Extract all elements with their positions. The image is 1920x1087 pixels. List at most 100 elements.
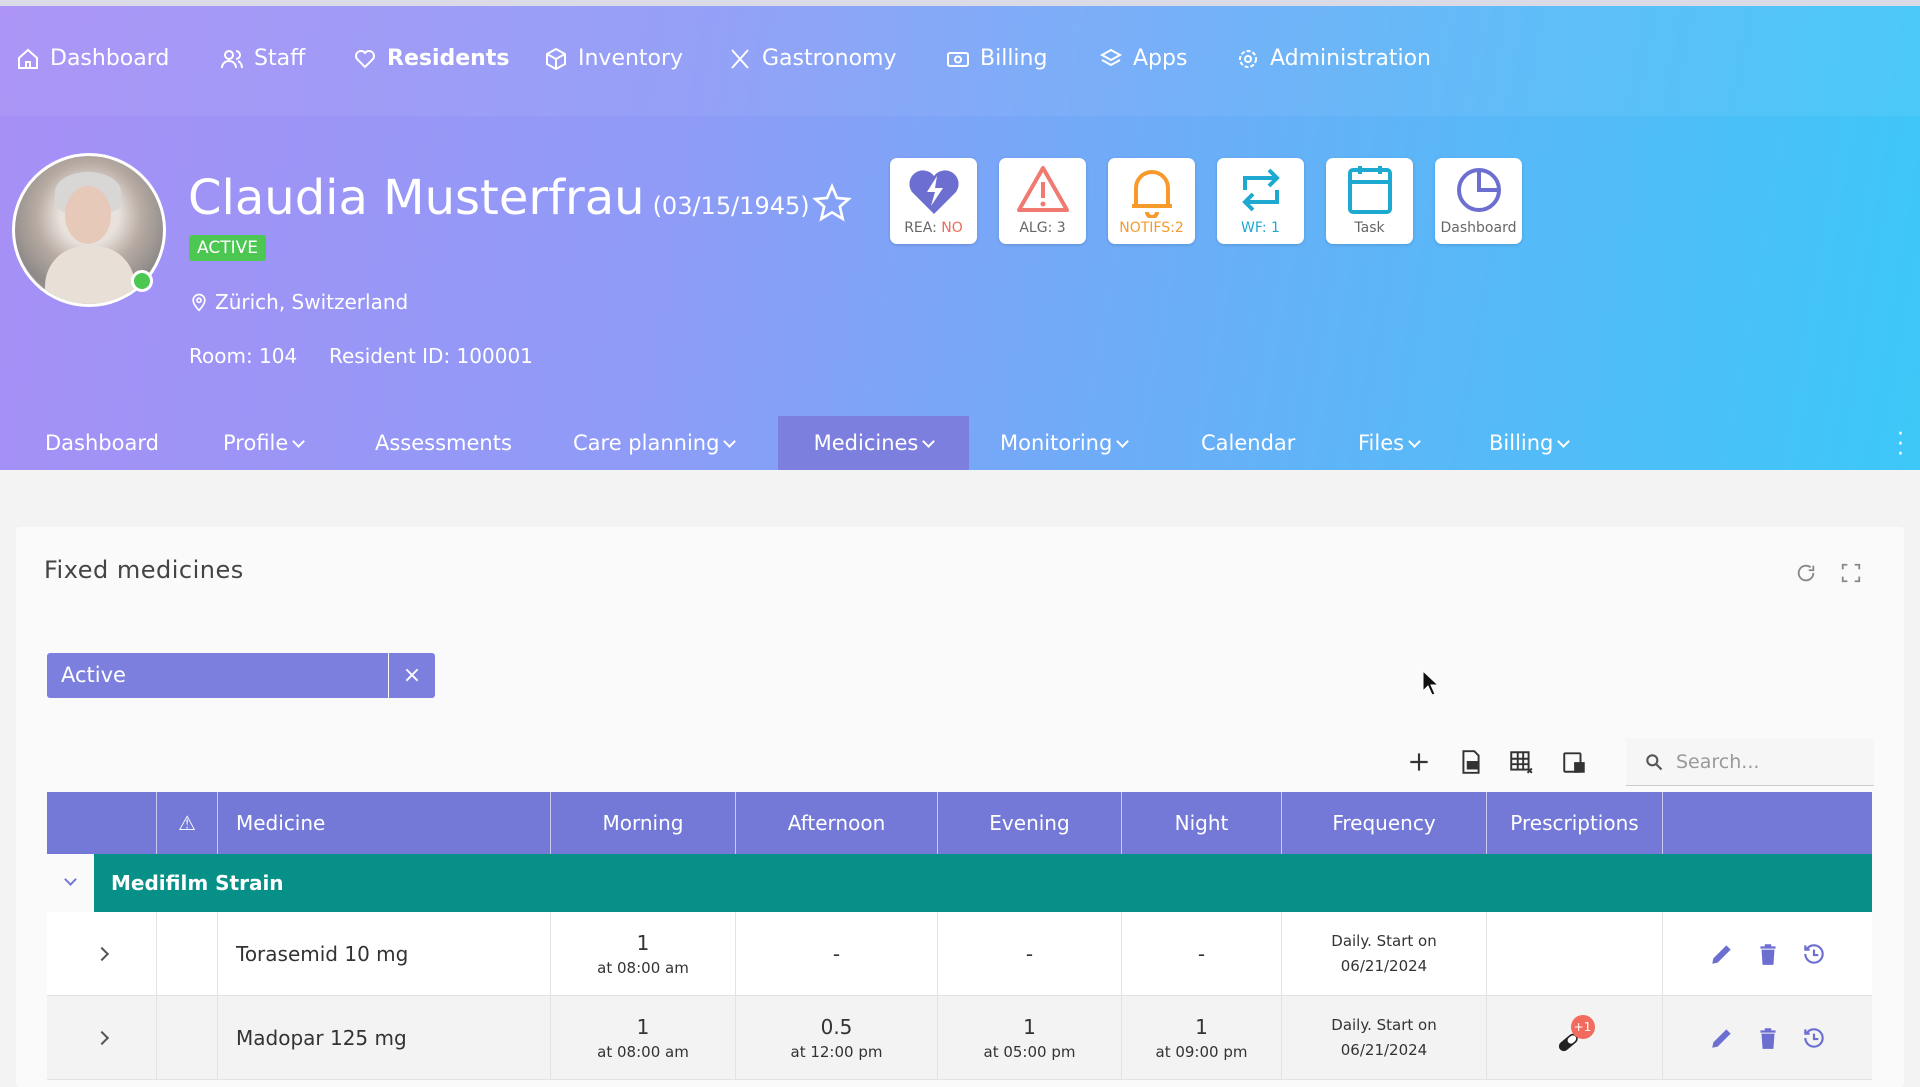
morning-cell: 1 at 08:00 am xyxy=(551,912,736,996)
nav-staff[interactable]: Staff xyxy=(220,46,305,71)
layers-icon xyxy=(1099,48,1123,66)
expand-row-icon[interactable] xyxy=(47,996,157,1080)
dose: 1 xyxy=(636,931,650,955)
col-expand xyxy=(47,792,157,854)
top-strip xyxy=(0,0,1920,6)
nav-residents[interactable]: Residents xyxy=(353,46,509,71)
delete-icon[interactable] xyxy=(1755,941,1781,967)
alert-cell xyxy=(157,912,218,996)
allergies-label: ALG: 3 xyxy=(1019,220,1066,236)
col-night[interactable]: Night xyxy=(1122,792,1282,854)
warning-icon xyxy=(1016,166,1069,212)
chevron-down-icon xyxy=(1557,435,1571,448)
evening-cell: 1 at 05:00 pm xyxy=(938,996,1122,1080)
mouse-cursor-icon xyxy=(1422,670,1440,696)
add-icon[interactable] xyxy=(1406,749,1432,775)
col-morning[interactable]: Morning xyxy=(551,792,736,854)
col-alert[interactable]: ⚠ xyxy=(157,792,218,854)
star-icon[interactable] xyxy=(812,183,852,223)
allergies-button[interactable]: ALG: 3 xyxy=(999,158,1086,244)
search-input[interactable]: Search... xyxy=(1626,738,1874,786)
date-of-birth: (03/15/1945) xyxy=(652,192,810,220)
nav-inventory[interactable]: Inventory xyxy=(544,46,683,71)
tab-label: Medicines xyxy=(813,431,919,455)
map-pin-icon xyxy=(192,293,206,312)
prescriptions-cell[interactable]: +1 xyxy=(1487,996,1663,1080)
rea-button[interactable]: REA: NO xyxy=(890,158,977,244)
tab-assessments[interactable]: Assessments xyxy=(375,416,512,470)
dose: 0.5 xyxy=(820,1015,853,1039)
prescription-count-badge: +1 xyxy=(1570,1015,1595,1039)
prescriptions-cell xyxy=(1487,912,1663,996)
tab-dashboard[interactable]: Dashboard xyxy=(45,416,159,470)
header-label: Prescriptions xyxy=(1510,811,1639,835)
users-icon xyxy=(221,49,243,68)
clear-filter-button[interactable]: × xyxy=(389,653,435,698)
col-frequency[interactable]: Frequency xyxy=(1282,792,1487,854)
delete-icon[interactable] xyxy=(1755,1025,1781,1051)
nav-label: Administration xyxy=(1270,46,1431,71)
nav-apps[interactable]: Apps xyxy=(1099,46,1187,71)
history-icon[interactable] xyxy=(1801,941,1827,967)
expand-row-icon[interactable] xyxy=(47,912,157,996)
tab-label: Monitoring xyxy=(1000,431,1113,455)
export-pdf-icon[interactable] xyxy=(1458,749,1484,775)
table-row[interactable]: Madopar 125 mg 1 at 08:00 am 0.5 at 12:00 … xyxy=(47,996,1872,1080)
col-afternoon[interactable]: Afternoon xyxy=(736,792,938,854)
edit-icon[interactable] xyxy=(1709,941,1735,967)
group-row[interactable]: Medifilm Strain xyxy=(47,854,1872,912)
gear-icon xyxy=(1239,49,1257,68)
tab-billing[interactable]: Billing xyxy=(1489,416,1571,470)
more-menu-icon[interactable]: · · · xyxy=(1897,422,1904,467)
col-prescriptions[interactable]: Prescriptions xyxy=(1487,792,1663,854)
dashboard-button[interactable]: Dashboard xyxy=(1435,158,1522,244)
dashboard-label: Dashboard xyxy=(1440,220,1517,236)
tab-label: Calendar xyxy=(1201,431,1296,455)
fullscreen-icon[interactable] xyxy=(1840,562,1862,584)
room-number: Room: 104 xyxy=(189,344,298,368)
col-evening[interactable]: Evening xyxy=(938,792,1122,854)
workflow-button[interactable]: WF: 1 xyxy=(1217,158,1304,244)
nav-label: Gastronomy xyxy=(762,46,897,71)
history-icon[interactable] xyxy=(1801,1025,1827,1051)
tab-calendar[interactable]: Calendar xyxy=(1201,416,1295,470)
chevron-down-icon xyxy=(922,435,936,448)
tab-medicines[interactable]: Medicines xyxy=(778,416,969,470)
tab-label: Billing xyxy=(1489,431,1554,455)
rea-value: NO xyxy=(941,220,963,236)
header-label: Night xyxy=(1174,811,1229,835)
nav-dashboard[interactable]: Dashboard xyxy=(16,46,169,71)
dose: 1 xyxy=(636,1015,650,1039)
dose-time: at 05:00 pm xyxy=(983,1043,1076,1061)
columns-icon[interactable] xyxy=(1561,749,1587,775)
row-actions xyxy=(1663,996,1872,1080)
task-button[interactable]: Task xyxy=(1326,158,1413,244)
tab-files[interactable]: Files xyxy=(1358,416,1421,470)
table-row[interactable]: Torasemid 10 mg 1 at 08:00 am - - - Daily… xyxy=(47,912,1872,996)
edit-icon[interactable] xyxy=(1709,1025,1735,1051)
col-medicine[interactable]: Medicine xyxy=(218,792,551,854)
status-filter[interactable]: Active xyxy=(47,653,388,698)
col-actions xyxy=(1663,792,1872,854)
chevron-down-icon[interactable] xyxy=(47,854,94,912)
tab-profile[interactable]: Profile xyxy=(223,416,306,470)
group-name: Medifilm Strain xyxy=(111,871,284,895)
calendar-icon xyxy=(1347,166,1392,214)
tab-care-planning[interactable]: Care planning xyxy=(573,416,737,470)
export-excel-icon[interactable] xyxy=(1508,749,1534,775)
start-date: 06/21/2024 xyxy=(1340,1041,1428,1059)
location: Zürich, Switzerland xyxy=(189,290,408,314)
tab-monitoring[interactable]: Monitoring xyxy=(1000,416,1130,470)
nav-billing[interactable]: Billing xyxy=(946,46,1047,71)
nav-administration[interactable]: Administration xyxy=(1236,46,1431,71)
tab-label: Dashboard xyxy=(45,431,159,455)
resident-subnav: Dashboard Profile Assessments Care plann… xyxy=(0,416,1920,470)
frequency-cell: Daily. Start on 06/21/2024 xyxy=(1282,996,1487,1080)
chevron-down-icon xyxy=(1408,435,1421,448)
money-icon xyxy=(947,51,969,67)
notifications-button[interactable]: NOTIFS:2 xyxy=(1108,158,1195,244)
nav-gastronomy[interactable]: Gastronomy xyxy=(728,46,897,71)
refresh-icon[interactable] xyxy=(1795,562,1817,584)
morning-cell: 1 at 08:00 am xyxy=(551,996,736,1080)
main-nav: Dashboard Staff Residents Inventory Gast… xyxy=(0,0,1920,116)
